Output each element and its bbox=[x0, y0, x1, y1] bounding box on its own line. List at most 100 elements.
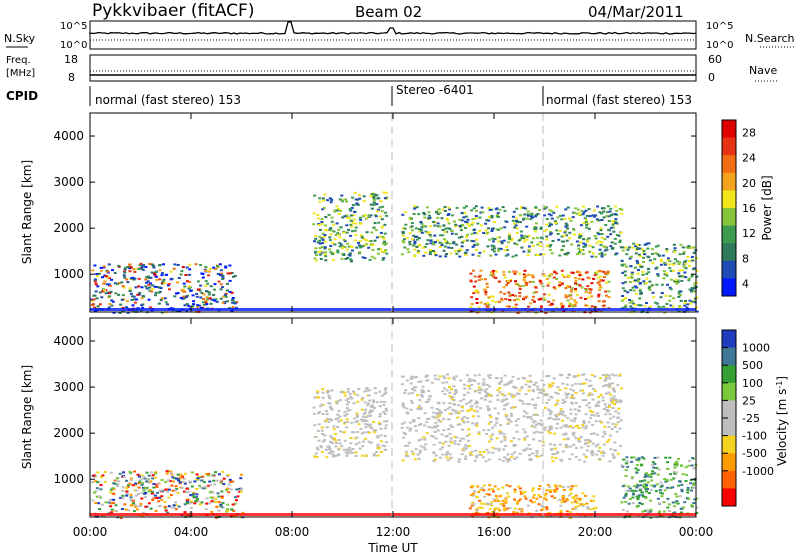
velocity-heatmap-cell bbox=[499, 377, 503, 380]
velocity-heatmap-cell bbox=[549, 395, 553, 398]
power-heatmap-cell bbox=[163, 282, 167, 285]
velocity-heatmap-cell bbox=[542, 506, 546, 508]
power-heatmap-cell bbox=[507, 305, 511, 308]
power-heatmap-cell bbox=[94, 283, 98, 286]
velocity-heatmap-cell bbox=[494, 447, 497, 450]
power-heatmap-cell bbox=[577, 244, 581, 247]
power-heatmap-cell bbox=[632, 242, 636, 245]
velocity-heatmap-cell bbox=[513, 394, 517, 397]
power-heatmap-cell bbox=[672, 243, 676, 246]
velocity-heatmap-cell bbox=[321, 396, 325, 399]
velocity-heatmap-cell bbox=[123, 475, 126, 478]
velocity-heatmap-cell bbox=[549, 411, 553, 414]
velocity-heatmap-cell bbox=[410, 375, 414, 378]
velocity-heatmap-cell bbox=[346, 449, 350, 452]
velocity-heatmap-cell bbox=[666, 461, 669, 464]
power-heatmap-cell bbox=[204, 280, 208, 283]
power-heatmap-cell bbox=[375, 236, 379, 239]
velocity-heatmap-cell bbox=[493, 424, 497, 427]
power-heatmap-cell bbox=[173, 295, 177, 298]
velocity-heatmap-cell bbox=[453, 403, 456, 406]
power-heatmap-cell bbox=[447, 206, 451, 209]
power-heatmap-cell bbox=[95, 297, 99, 300]
power-heatmap-cell bbox=[372, 196, 376, 199]
velocity-heatmap-cell bbox=[646, 509, 650, 512]
velocity-heatmap-cell bbox=[463, 387, 467, 390]
velocity-heatmap-cell bbox=[654, 490, 658, 493]
velocity-heatmap-cell bbox=[533, 501, 536, 504]
x-tick-label: 16:00 bbox=[477, 525, 512, 539]
velocity-heatmap-cell bbox=[527, 385, 531, 388]
velocity-heatmap-cell bbox=[356, 394, 360, 397]
power-heatmap-cell bbox=[693, 284, 697, 287]
power-heatmap-cell bbox=[585, 214, 589, 217]
velocity-heatmap-cell bbox=[498, 387, 502, 390]
power-heatmap-cell bbox=[419, 221, 423, 223]
power-heatmap-cell bbox=[372, 194, 376, 197]
power-heatmap-cell bbox=[566, 299, 570, 302]
power-heatmap-cell bbox=[336, 251, 340, 254]
velocity-heatmap-cell bbox=[437, 409, 441, 412]
velocity-heatmap-cell bbox=[561, 399, 565, 402]
power-heatmap-cell bbox=[502, 286, 506, 289]
power-heatmap-cell bbox=[441, 228, 445, 231]
velocity-heatmap-cell bbox=[430, 434, 434, 437]
power-heatmap-cell bbox=[460, 219, 464, 222]
velocity-heatmap-cell bbox=[530, 501, 534, 504]
power-heatmap-cell bbox=[550, 217, 554, 220]
velocity-heatmap-cell bbox=[539, 388, 543, 391]
power-heatmap-cell bbox=[235, 306, 238, 309]
power-heatmap-cell bbox=[582, 242, 586, 245]
velocity-heatmap-cell bbox=[548, 485, 552, 488]
velocity-heatmap-cell bbox=[592, 499, 596, 502]
power-heatmap-cell bbox=[321, 242, 325, 245]
power-heatmap-cell bbox=[486, 306, 490, 309]
power-heatmap-cell bbox=[454, 233, 458, 236]
velocity-heatmap-cell bbox=[432, 460, 436, 463]
velocity-heatmap-cell bbox=[385, 441, 388, 444]
velocity-heatmap-cell bbox=[190, 485, 194, 488]
power-heatmap-cell bbox=[470, 239, 474, 242]
power-heatmap-cell bbox=[341, 245, 345, 248]
power-heatmap-cell bbox=[547, 281, 551, 284]
power-heatmap-cell bbox=[486, 286, 489, 289]
power-heatmap-cell bbox=[487, 216, 491, 218]
velocity-heatmap-cell bbox=[508, 459, 512, 461]
power-heatmap-cell bbox=[562, 245, 566, 247]
power-heatmap-cell bbox=[177, 277, 181, 279]
power-heatmap-cell bbox=[505, 305, 509, 308]
velocity-heatmap-cell bbox=[594, 405, 598, 408]
power-heatmap-cell bbox=[222, 295, 226, 298]
power-heatmap-cell bbox=[651, 262, 655, 265]
power-heatmap-cell bbox=[647, 242, 651, 245]
velocity-heatmap-cell bbox=[659, 485, 663, 488]
velocity-heatmap-cell bbox=[662, 501, 666, 504]
velocity-heatmap-cell bbox=[183, 503, 187, 506]
velocity-heatmap-cell bbox=[336, 417, 340, 420]
velocity-heatmap-cell bbox=[591, 442, 595, 445]
velocity-heatmap-cell bbox=[608, 413, 612, 416]
power-heatmap-cell bbox=[340, 200, 344, 203]
power-heatmap-cell bbox=[656, 253, 660, 256]
power-heatmap-cell bbox=[318, 200, 322, 203]
power-heatmap-cell bbox=[538, 241, 542, 244]
power-heatmap-cell bbox=[670, 278, 673, 281]
power-colorbar-frame bbox=[721, 119, 737, 297]
power-heatmap-cell bbox=[339, 226, 343, 229]
velocity-heatmap-cell bbox=[487, 429, 491, 432]
power-heatmap-cell bbox=[195, 292, 199, 295]
power-heatmap-cell bbox=[137, 277, 141, 280]
velocity-heatmap-cell bbox=[480, 487, 484, 489]
velocity-heatmap-cell bbox=[419, 449, 422, 452]
power-heatmap-cell bbox=[487, 207, 491, 209]
power-heatmap-cell bbox=[141, 294, 145, 297]
velocity-heatmap-cell bbox=[211, 491, 215, 494]
power-heatmap-cell bbox=[350, 260, 353, 263]
velocity-heatmap-cell bbox=[435, 413, 439, 416]
velocity-heatmap-cell bbox=[485, 388, 489, 391]
power-heatmap-cell bbox=[343, 240, 347, 243]
velocity-heatmap-cell bbox=[354, 443, 358, 446]
velocity-heatmap-cell bbox=[577, 427, 581, 430]
velocity-heatmap-cell bbox=[653, 463, 657, 465]
power-heatmap-cell bbox=[192, 300, 196, 303]
